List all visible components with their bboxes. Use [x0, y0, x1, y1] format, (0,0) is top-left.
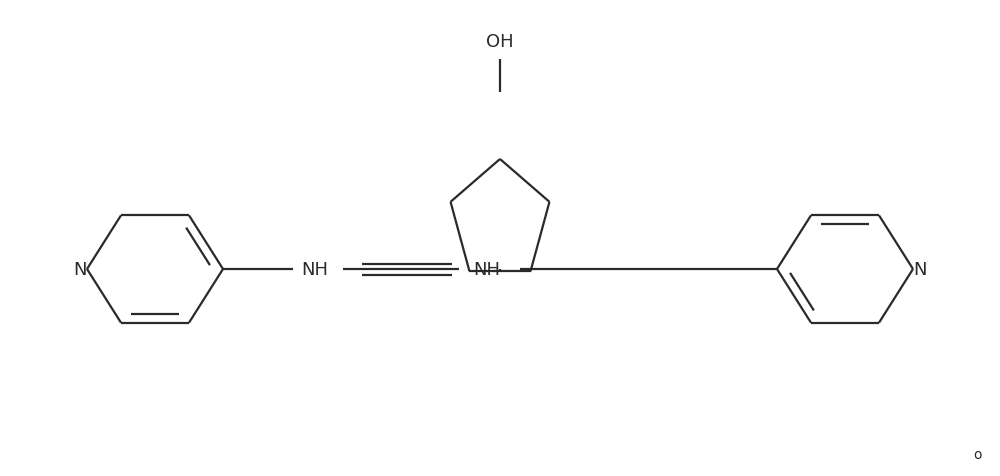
- Text: NH: NH: [302, 260, 329, 278]
- Text: OH: OH: [486, 33, 514, 51]
- Text: N: N: [74, 260, 87, 278]
- Text: o: o: [974, 447, 982, 461]
- Text: N: N: [913, 260, 926, 278]
- Text: NH: NH: [474, 260, 501, 278]
